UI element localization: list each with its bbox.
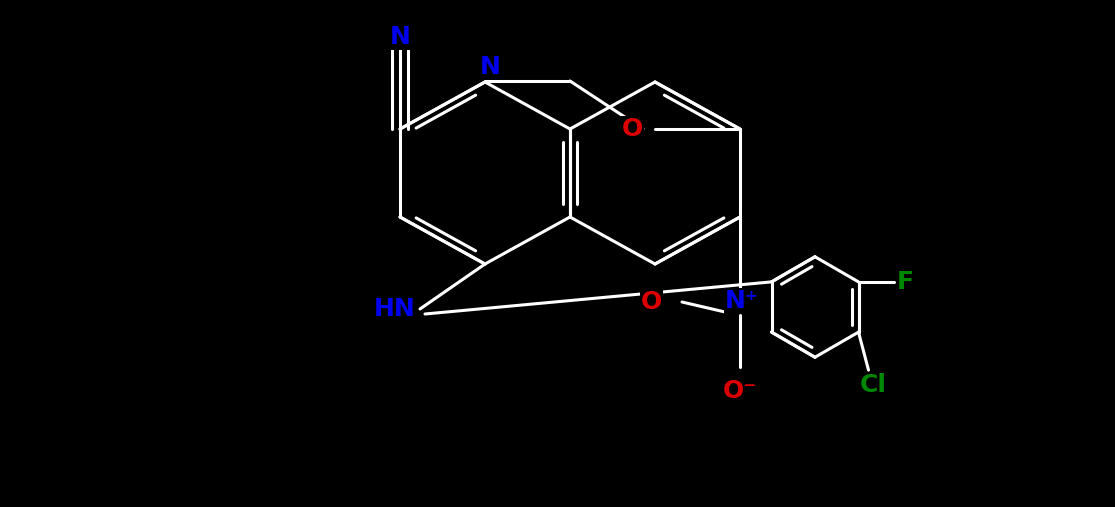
Text: N⁺: N⁺ [725, 289, 759, 313]
Text: N: N [479, 55, 501, 79]
Text: Cl: Cl [860, 373, 888, 397]
Text: O: O [622, 117, 643, 141]
Text: F: F [896, 270, 914, 294]
Text: O⁻: O⁻ [723, 379, 757, 403]
Text: O: O [641, 290, 662, 314]
Text: N: N [389, 25, 410, 49]
Text: HN: HN [374, 297, 415, 321]
